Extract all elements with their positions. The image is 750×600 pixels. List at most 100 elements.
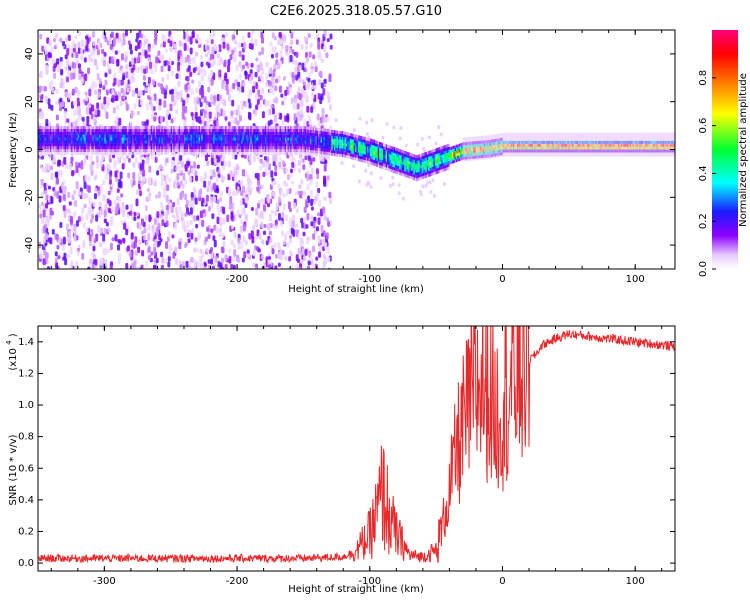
heatmap-cell xyxy=(122,146,125,150)
heatmap-cell xyxy=(173,140,175,144)
heatmap-cell xyxy=(341,145,344,149)
heatmap-cell xyxy=(107,146,109,150)
heatmap-cell xyxy=(247,128,250,132)
heatmap-cell xyxy=(173,116,177,121)
heatmap-cell xyxy=(274,151,276,155)
heatmap-cell xyxy=(155,257,159,264)
heatmap-cell xyxy=(45,194,49,201)
heatmap-cell xyxy=(138,239,142,246)
heatmap-cell xyxy=(258,140,260,144)
heatmap-cell xyxy=(210,157,214,165)
heatmap-cell xyxy=(310,132,312,136)
heatmap-cell xyxy=(75,149,77,153)
heatmap-cell xyxy=(126,128,129,132)
heatmap-cell xyxy=(209,137,211,141)
heatmap-cell xyxy=(324,256,328,265)
heatmap-cell xyxy=(275,151,278,155)
heatmap-cell xyxy=(324,154,327,158)
heatmap-cell xyxy=(232,34,236,40)
heatmap-cell xyxy=(284,149,287,153)
heatmap-cell xyxy=(177,151,179,155)
heatmap-cell xyxy=(304,143,307,147)
heatmap-cell xyxy=(72,52,76,59)
heatmap-cell xyxy=(49,237,53,245)
heatmap-cell xyxy=(294,146,296,150)
heatmap-cell xyxy=(282,140,284,144)
heatmap-cell xyxy=(344,146,347,150)
heatmap-cell xyxy=(169,128,171,132)
heatmap-cell xyxy=(164,131,166,135)
heatmap-cell xyxy=(347,141,349,145)
heatmap-cell xyxy=(168,149,170,153)
heatmap-cell xyxy=(51,134,53,138)
heatmap-cell xyxy=(55,233,59,240)
heatmap-cell xyxy=(306,170,310,175)
heatmap-cell xyxy=(121,151,124,155)
heatmap-cell xyxy=(308,149,311,153)
heatmap-cell xyxy=(313,216,317,222)
heatmap-cell xyxy=(140,140,142,144)
heatmap-cell xyxy=(178,151,181,155)
heatmap-cell xyxy=(209,143,211,147)
heatmap-cell xyxy=(39,128,41,132)
heatmap-cell xyxy=(324,134,327,138)
heatmap-cell xyxy=(152,126,154,130)
heatmap-cell xyxy=(144,143,146,147)
heatmap-cell xyxy=(222,241,226,248)
heatmap-cell xyxy=(117,140,120,144)
heatmap-cell xyxy=(322,265,326,269)
heatmap-cell xyxy=(88,233,92,242)
heatmap-cell xyxy=(114,137,117,141)
heatmap-cell xyxy=(202,140,205,144)
heatmap-cell xyxy=(84,143,86,147)
heatmap-cell xyxy=(169,103,173,112)
heatmap-cell xyxy=(185,134,187,138)
heatmap-cell xyxy=(100,146,102,150)
heatmap-cell xyxy=(41,166,45,173)
heatmap-cell xyxy=(50,196,54,204)
heatmap-cell xyxy=(262,128,264,132)
heatmap-cell xyxy=(52,128,55,132)
heatmap-cell xyxy=(270,151,272,155)
heatmap-cell xyxy=(196,215,200,221)
heatmap-cell xyxy=(303,119,307,125)
heatmap-cell xyxy=(39,207,43,214)
heatmap-cell xyxy=(138,149,141,153)
heatmap-cell xyxy=(274,140,276,144)
heatmap-cell xyxy=(241,137,243,141)
heatmap-cell xyxy=(223,146,226,150)
heatmap-cell xyxy=(247,143,250,147)
heatmap-cell xyxy=(166,149,169,153)
heatmap-cell xyxy=(193,258,197,267)
heatmap-cell xyxy=(87,149,89,153)
heatmap-cell xyxy=(272,98,276,104)
heatmap-cell xyxy=(92,201,96,207)
heatmap-cell xyxy=(81,151,84,155)
heatmap-cell xyxy=(113,77,117,86)
heatmap-cell xyxy=(166,131,169,135)
heatmap-cell xyxy=(85,134,88,138)
heatmap-cell xyxy=(344,151,347,155)
heatmap-cell xyxy=(245,126,247,130)
heatmap-cell xyxy=(57,131,60,135)
heatmap-cell xyxy=(236,209,240,217)
heatmap-cell xyxy=(329,149,332,153)
heatmap-cell xyxy=(68,137,71,141)
heatmap-cell xyxy=(99,128,101,132)
heatmap-cell xyxy=(226,214,230,223)
heatmap-cell xyxy=(59,97,63,103)
heatmap-cell xyxy=(219,146,222,150)
heatmap-cell xyxy=(184,193,188,201)
heatmap-cell xyxy=(48,103,52,110)
heatmap-cell xyxy=(307,126,309,130)
heatmap-cell xyxy=(140,99,144,106)
heatmap-cell xyxy=(187,134,190,138)
heatmap-cell xyxy=(254,38,258,46)
heatmap-cell xyxy=(241,257,245,263)
heatmap-cell xyxy=(39,131,41,135)
heatmap-cell xyxy=(337,130,340,134)
heatmap-cell xyxy=(50,104,54,111)
heatmap-cell xyxy=(134,143,137,147)
heatmap-cell xyxy=(210,69,214,76)
heatmap-cell xyxy=(77,137,80,141)
